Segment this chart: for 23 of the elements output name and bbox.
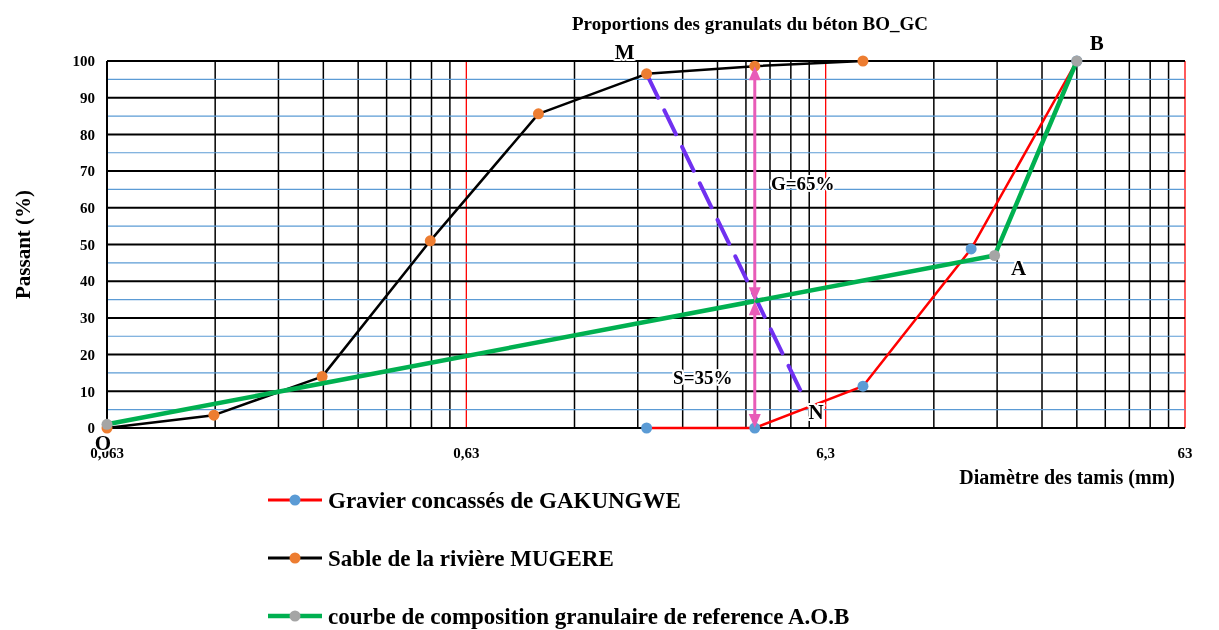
y-tick-label: 20 (80, 346, 95, 363)
x-tick-label: 6,3 (816, 445, 836, 461)
y-tick-label: 70 (80, 163, 95, 180)
chart-title: Proportions des granulats du béton BO_GC (572, 13, 928, 34)
legend-label: Sable de la rivière MUGERE (328, 546, 614, 572)
annotation: B (1089, 31, 1104, 56)
y-axis-title: Passant (%) (11, 189, 35, 300)
y-tick-label: 40 (80, 273, 95, 290)
annotation: A (1011, 255, 1028, 280)
y-tick-label: 50 (80, 236, 95, 253)
x-tick-label: 0,63 (453, 445, 480, 461)
y-tick-label: 10 (80, 383, 95, 400)
y-tick-label: 0 (87, 420, 95, 437)
annotation: M (614, 40, 635, 65)
legend-label: courbe de composition granulaire de reference A.O.B (328, 604, 850, 630)
x-tick-label: 63 (1177, 445, 1193, 461)
y-tick-label: 80 (80, 126, 95, 143)
y-tick-label: 90 (80, 89, 95, 106)
y-tick-label: 60 (80, 200, 95, 217)
y-tick-label: 30 (80, 310, 95, 327)
y-tick-label: 100 (72, 53, 95, 70)
x-axis-title: Diamètre des tamis (mm) (959, 466, 1175, 489)
legend-label: Gravier concassés de GAKUNGWE (328, 488, 681, 514)
